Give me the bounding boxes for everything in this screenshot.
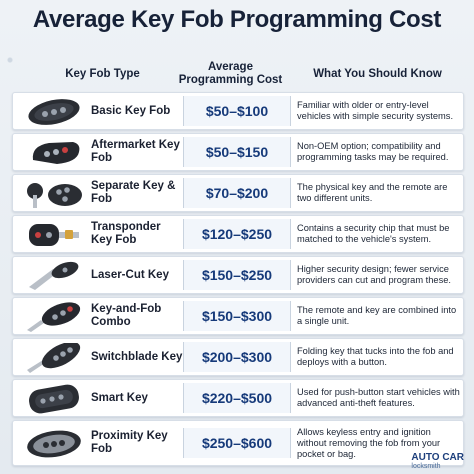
row-info: Non-OEM option; compatibility and progra… [297,141,449,162]
basic-fob-icon [28,99,80,125]
aftermarket-fob-icon [32,142,80,164]
transponder-key-icon [29,224,79,246]
switchblade-key-icon [27,343,81,373]
laser-cut-key-icon [29,261,79,290]
row-name: Key-and-Fob Combo [91,303,162,328]
logo-line1: AUTO CAR [411,452,464,463]
page-title: Average Key Fob Programming Cost [32,6,442,33]
table-row: Switchblade Key $200–$300 Folding key th… [12,338,464,376]
table-row: Laser-Cut Key $150–$250 Higher security … [12,256,464,294]
price-value: $50–$150 [183,137,291,167]
header-what-to-know: What You Should Know [313,68,442,80]
row-name: Laser-Cut Key [91,268,169,281]
row-info: The remote and key are combined into a s… [297,305,457,326]
row-name: Proximity Key Fob [91,430,168,455]
header-average-cost: Average Programming Cost [178,61,283,87]
price-value: $220–$500 [183,383,291,413]
table-header: Key Fob Type Average Programming Cost Wh… [0,58,474,92]
table-row: Transponder Key Fob $120–$250 Contains a… [12,215,464,253]
price-value: $150–$300 [183,301,291,331]
header-key-fob-type: Key Fob Type [65,68,140,80]
proximity-fob-icon [27,430,81,458]
row-info: Folding key that tucks into the fob and … [297,346,454,367]
row-name: Basic Key Fob [91,104,171,117]
row-name: Transponder Key Fob [91,221,161,246]
table-row: Smart Key $220–$500 Used for push-button… [12,379,464,417]
row-info: Contains a security chip that must be ma… [297,223,450,244]
price-value: $200–$300 [183,342,291,372]
row-info: Allows keyless entry and ignition withou… [297,426,441,459]
key-fob-combo-icon [27,302,81,332]
table-row: Separate Key & Fob $70–$200 The physical… [12,174,464,212]
logo-line2: locksmith [411,463,441,470]
table-row: Proximity Key Fob $250–$600 Allows keyle… [12,420,464,466]
brand-logo: AUTO CAR locksmith [411,453,464,471]
separate-key-fob-icon [27,183,82,208]
price-value: $120–$250 [183,219,291,249]
price-value: $150–$250 [183,260,291,290]
table-row: Basic Key Fob $50–$100 Familiar with old… [12,92,464,130]
smart-key-icon [29,384,79,414]
row-info: Higher security design; fewer service pr… [297,264,451,285]
header-average-line1: Average [208,61,253,73]
row-info: Used for push-button start vehicles with… [297,387,460,408]
row-name: Switchblade Key [91,350,183,363]
price-value: $250–$600 [183,428,291,458]
row-info: The physical key and the remote are two … [297,182,448,203]
row-name: Separate Key & Fob [91,180,176,205]
table-row: Key-and-Fob Combo $150–$300 The remote a… [12,297,464,335]
header-average-line2: Programming Cost [178,74,283,86]
row-name: Smart Key [91,391,148,404]
row-name: Aftermarket Key Fob [91,139,180,164]
row-info: Familiar with older or entry-level vehic… [297,100,454,121]
price-value: $70–$200 [183,178,291,208]
price-value: $50–$100 [183,96,291,126]
table-row: Aftermarket Key Fob $50–$150 Non-OEM opt… [12,133,464,171]
